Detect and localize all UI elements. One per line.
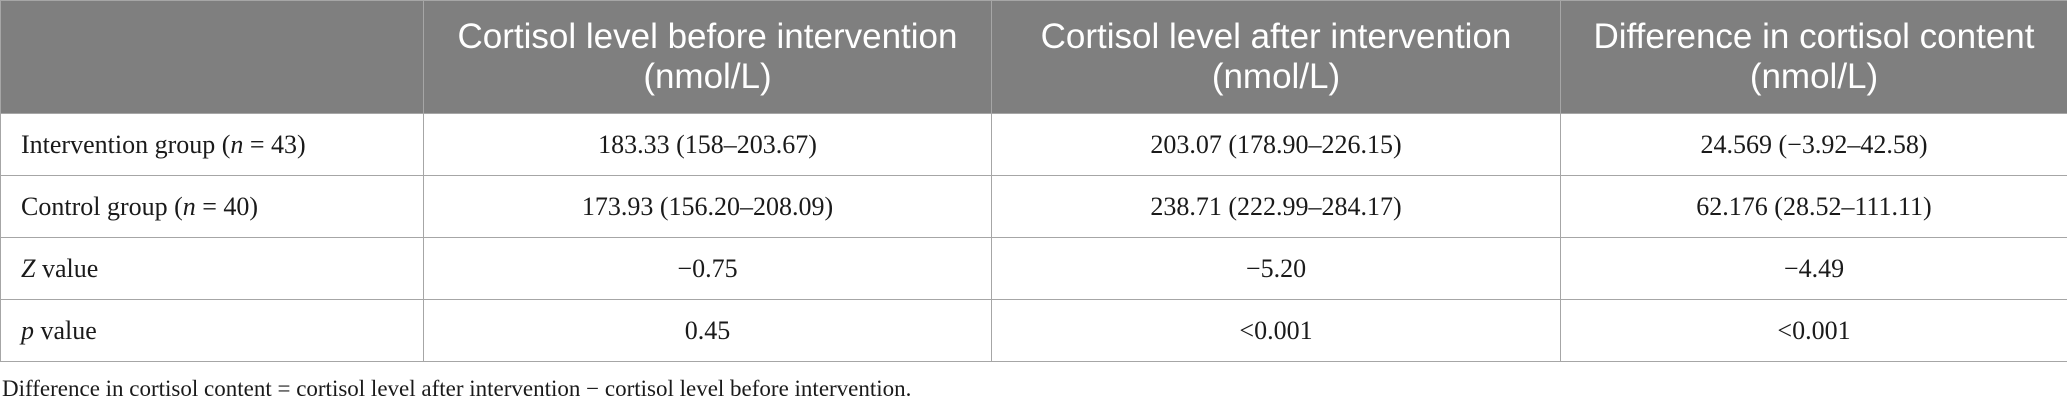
row-label-z-value: Z value <box>0 237 424 300</box>
table-cell: <0.001 <box>991 299 1561 362</box>
table-cell: 62.176 (28.52–111.11) <box>1560 175 2067 238</box>
cortisol-table-container: Cortisol level before intervention (nmol… <box>0 0 2067 362</box>
table-row: Z value −0.75 −5.20 −4.49 <box>0 237 2067 300</box>
header-cortisol-difference: Difference in cortisol content (nmol/L) <box>1560 0 2067 114</box>
table-row: Intervention group (n = 43) 183.33 (158–… <box>0 113 2067 176</box>
table-cell: 173.93 (156.20–208.09) <box>423 175 992 238</box>
table-row: p value 0.45 <0.001 <0.001 <box>0 299 2067 362</box>
table-cell: 238.71 (222.99–284.17) <box>991 175 1561 238</box>
table-cell: −5.20 <box>991 237 1561 300</box>
table-row: Control group (n = 40) 173.93 (156.20–20… <box>0 175 2067 238</box>
table-footnote: Difference in cortisol content = cortiso… <box>2 376 912 401</box>
header-empty-cell <box>0 0 424 114</box>
row-label-p-value: p value <box>0 299 424 362</box>
header-cortisol-before: Cortisol level before intervention (nmol… <box>423 0 992 114</box>
table-cell: <0.001 <box>1560 299 2067 362</box>
header-cortisol-after: Cortisol level after intervention (nmol/… <box>991 0 1561 114</box>
row-label-intervention-group: Intervention group (n = 43) <box>0 113 424 176</box>
cortisol-table: Cortisol level before intervention (nmol… <box>0 0 2067 362</box>
table-cell: −0.75 <box>423 237 992 300</box>
table-cell: 203.07 (178.90–226.15) <box>991 113 1561 176</box>
table-cell: −4.49 <box>1560 237 2067 300</box>
table-cell: 24.569 (−3.92–42.58) <box>1560 113 2067 176</box>
table-cell: 183.33 (158–203.67) <box>423 113 992 176</box>
table-cell: 0.45 <box>423 299 992 362</box>
row-label-control-group: Control group (n = 40) <box>0 175 424 238</box>
header-row: Cortisol level before intervention (nmol… <box>0 0 2067 114</box>
